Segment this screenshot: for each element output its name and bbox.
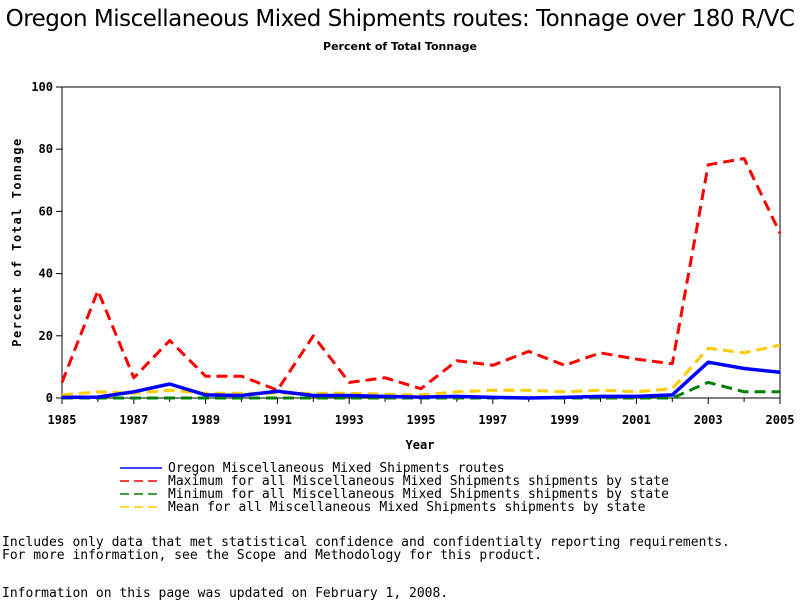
y-axis: 0 20 40 60 80 100 [31,80,62,405]
x-axis-title: Year [406,438,435,452]
legend-oregon-label: Oregon Miscellaneous Mixed Shipments rou… [168,461,505,476]
x-tick-label: 1987 [119,413,148,427]
x-tick-label: 1989 [191,413,220,427]
series-mean-line [61,343,781,397]
legend-minimum-label: Minimum for all Miscellaneous Mixed Ship… [168,487,669,502]
x-tick-label: 1993 [335,413,364,427]
legend-maximum-label: Maximum for all Miscellaneous Mixed Ship… [168,474,669,489]
y-tick-label: 0 [46,391,53,405]
x-tick-label: 2005 [766,413,795,427]
y-tick-label: 100 [31,80,53,94]
series-layer [60,157,782,400]
footnote-confidence: Includes only data that met statistical … [2,535,730,550]
x-tick-label: 1997 [478,413,507,427]
x-tick-label: 2001 [622,413,651,427]
footnote-methodology: For more information, see the Scope and … [2,548,543,563]
y-axis-title: Percent of Total Tonnage [10,137,24,346]
x-tick-label: 2003 [694,413,723,427]
x-tick-label: 1999 [550,413,579,427]
x-tick-label: 1995 [407,413,436,427]
footnote-updated: Information on this page was updated on … [2,586,449,601]
y-tick-label: 20 [39,329,53,343]
legend-mean-label: Mean for all Miscellaneous Mixed Shipmen… [168,500,646,515]
legend: Oregon Miscellaneous Mixed Shipments rou… [120,461,669,515]
y-tick-label: 60 [39,204,53,218]
chart-title: Oregon Miscellaneous Mixed Shipments rou… [5,6,795,32]
y-tick-label: 40 [39,267,53,281]
plot-frame [61,86,781,399]
chart-subtitle: Percent of Total Tonnage [323,40,477,53]
x-tick-label: 1985 [48,413,77,427]
x-axis: 1985 1987 1989 1991 1993 1995 1997 1999 2001 2003… [48,398,795,427]
series-oregon-line [61,360,781,400]
y-tick-label: 80 [39,142,53,156]
x-tick-label: 1991 [263,413,292,427]
series-maximum-line [60,157,782,392]
